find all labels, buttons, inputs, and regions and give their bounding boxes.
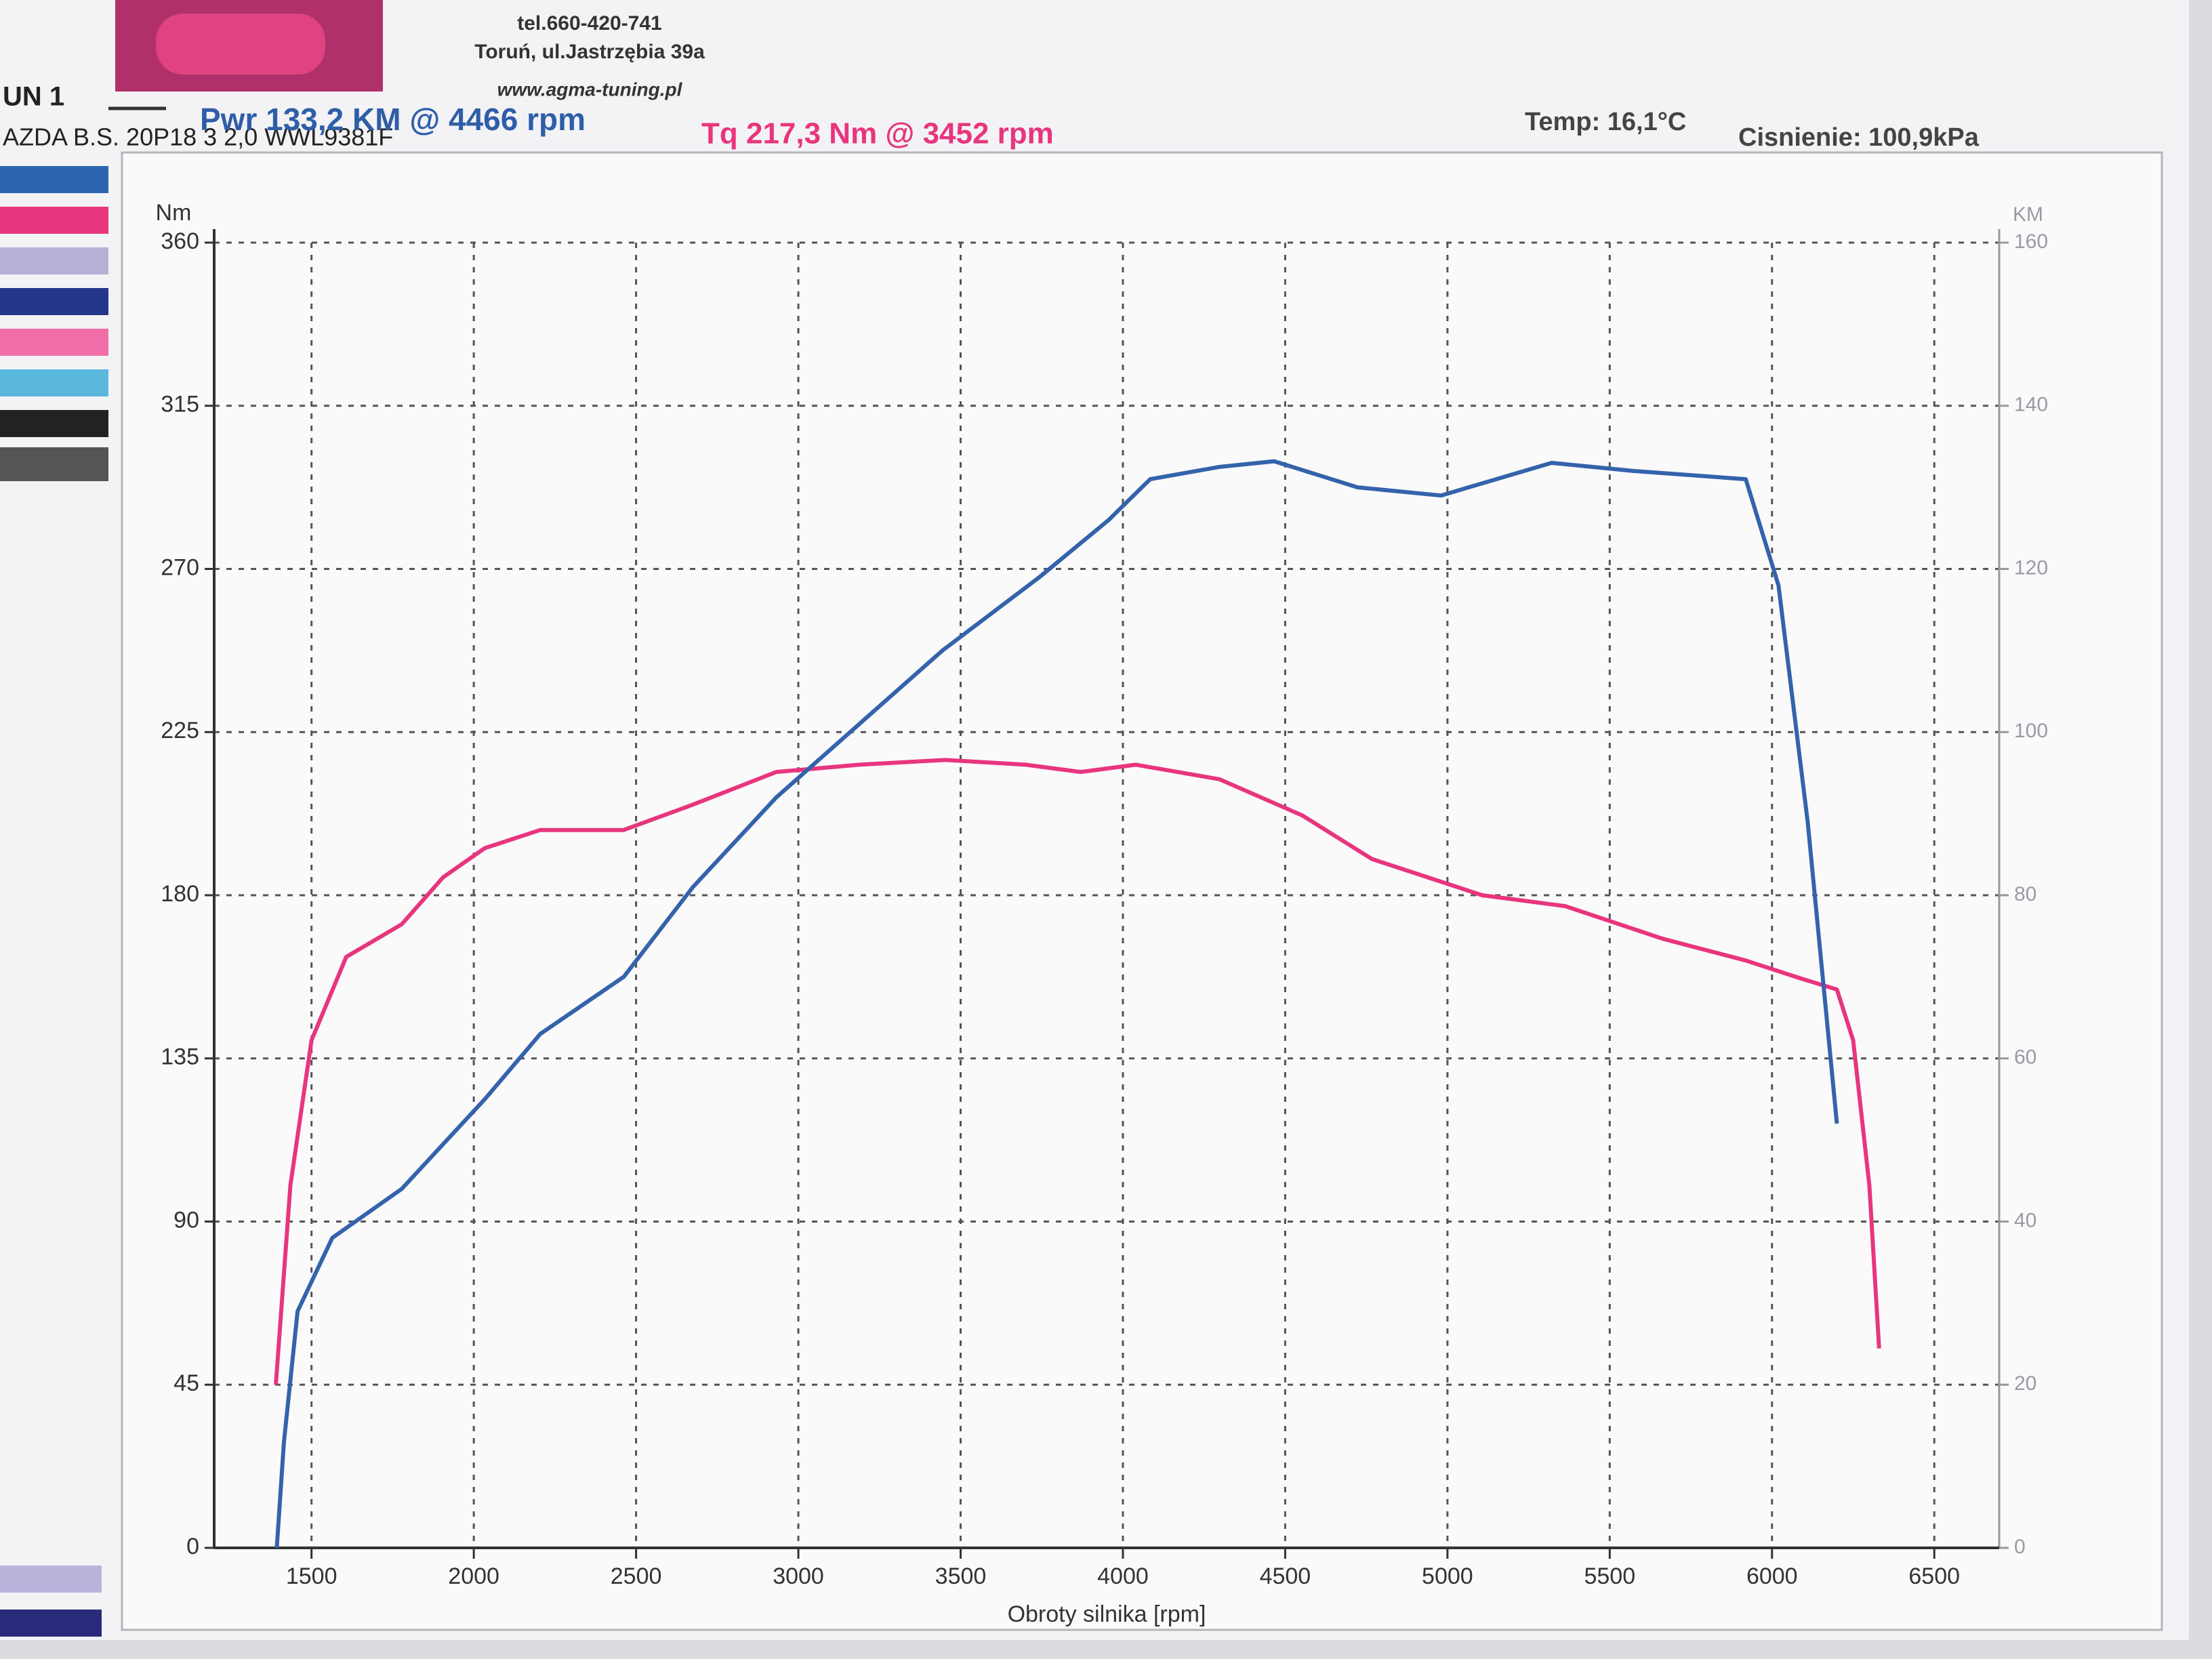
y-axis-label: Nm [156,200,192,226]
x-tick-label: 5000 [1422,1563,1473,1589]
x-tick-label: 3000 [773,1563,824,1589]
x-tick-label: 6500 [1908,1563,1960,1589]
y2-tick-label: 40 [2014,1209,2036,1231]
sidebar-swatch [0,329,108,356]
y2-tick-label: 100 [2014,720,2048,742]
y-tick-label: 270 [161,554,199,580]
sidebar-swatch [0,1565,102,1593]
x-tick-label: 2000 [448,1563,499,1589]
logo-car [156,14,325,75]
y2-tick-label: 0 [2014,1536,2026,1558]
x-tick-label: 4500 [1260,1563,1311,1589]
y-tick-label: 315 [161,392,199,417]
y-tick-label: 90 [173,1207,199,1233]
sidebar-swatch [0,247,108,274]
x-tick-label: 3500 [935,1563,987,1589]
y2-tick-label: 20 [2014,1372,2036,1395]
x-axis-label: Obroty silnika [rpm] [1008,1601,1206,1627]
y2-tick-label: 60 [2014,1046,2036,1069]
y2-tick-label: 120 [2014,556,2048,579]
sidebar-swatch [0,369,108,396]
y-tick-label: 360 [161,228,199,254]
run-label: UN 1 [3,82,64,112]
header-address: Toruń, ul.Jastrzębia 39a [474,41,705,63]
y2-tick-label: 140 [2014,394,2048,416]
car-label: AZDA B.S. 20P18 3 2,0 WWL9381F [3,123,393,151]
sidebar-swatch [0,207,108,234]
sidebar-swatch [0,447,108,481]
pressure-label: Cisnienie: 100,9kPa [1738,123,1980,152]
temp-label: Temp: 16,1°C [1525,108,1686,136]
y2-tick-label: 80 [2014,883,2036,905]
sidebar-swatch [0,288,108,315]
y-tick-label: 225 [161,718,199,743]
x-tick-label: 4000 [1097,1563,1149,1589]
sidebar-swatch [0,410,108,437]
series-line [274,459,1839,1549]
plot-frame [121,151,2163,1631]
sidebar-swatch [0,166,108,193]
header-tel: tel.660-420-741 [517,12,662,35]
sidebar [0,166,108,1637]
y-tick-label: 180 [161,881,199,907]
y-tick-label: 135 [161,1044,199,1070]
y-tick-label: 0 [186,1534,199,1559]
pwr-label: Pwr 133,2 KM @ 4466 rpm [200,102,586,137]
x-tick-label: 6000 [1746,1563,1798,1589]
sidebar-swatch [0,1610,102,1637]
x-tick-label: 5500 [1584,1563,1635,1589]
y2-tick-label: 160 [2014,230,2048,253]
tq-label: Tq 217,3 Nm @ 3452 rpm [701,117,1054,150]
y-tick-label: 45 [173,1370,199,1396]
x-tick-label: 1500 [286,1563,337,1589]
y2-axis-label: KM [2013,203,2043,226]
header-web: www.agma-tuning.pl [497,79,683,100]
x-tick-label: 2500 [611,1563,662,1589]
series-line [274,758,1881,1385]
